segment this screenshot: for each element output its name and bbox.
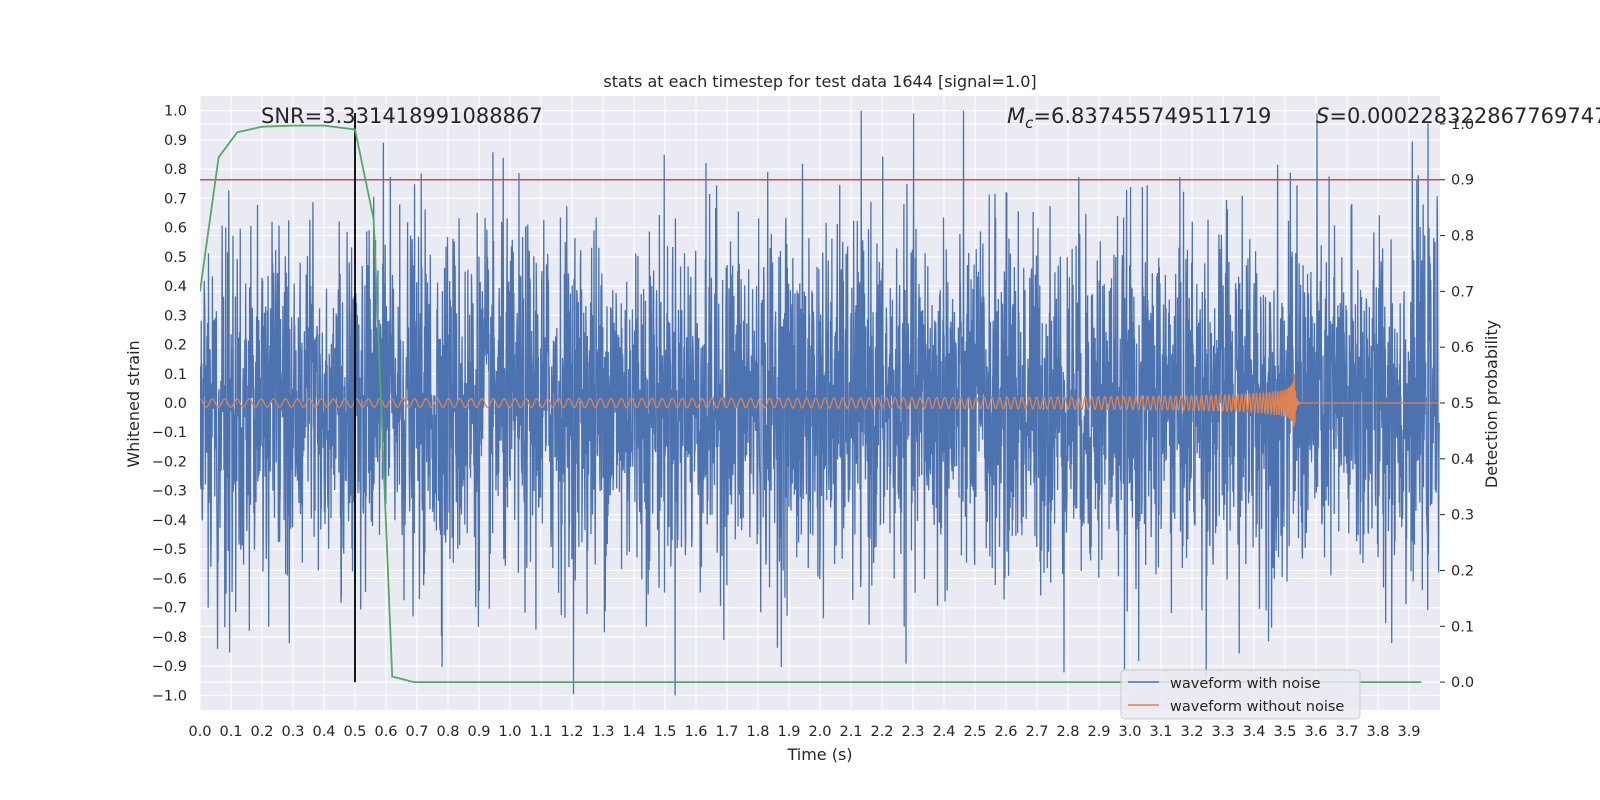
x-tick-labels: 0.0 0.1 0.2 0.3 0.4 0.5 0.6 0.7 0.8 0.9 1.0 1.1 1.2 1… — [188, 724, 1420, 740]
x-tick-label: 0.6 — [374, 724, 397, 740]
x-tick-label: 1.6 — [684, 724, 707, 740]
x-tick-label: 3.7 — [1335, 724, 1358, 740]
y-tick-label: 0.5 — [164, 250, 187, 266]
y-tick-label: −0.5 — [152, 542, 187, 558]
y-tick-label: 0.6 — [164, 221, 187, 237]
noisy-waveform-line — [200, 110, 1440, 696]
s-annotation: S=0.00022832286776974797 — [1316, 104, 1600, 128]
legend-label-clean: waveform without noise — [1170, 699, 1344, 715]
x-tick-label: 3.5 — [1273, 724, 1296, 740]
s-symbol: S — [1316, 104, 1329, 128]
snr-annotation: SNR=3.331418991088867 — [261, 104, 543, 128]
x-tick-label: 2.9 — [1087, 724, 1110, 740]
mc-symbol: M — [1007, 104, 1025, 128]
s-value: =0.00022832286776974797 — [1329, 104, 1600, 128]
x-tick-label: 2.0 — [808, 724, 831, 740]
x-tick-label: 0.8 — [436, 724, 459, 740]
mc-subscript: c — [1025, 114, 1034, 132]
y-tick-label: −1.0 — [152, 688, 187, 704]
x-tick-label: 2.1 — [839, 724, 862, 740]
x-tick-label: 0.7 — [405, 724, 428, 740]
x-tick-label: 1.9 — [777, 724, 800, 740]
y2-tick-label: 0.0 — [1451, 675, 1474, 691]
y-tick-label: −0.1 — [152, 425, 187, 441]
y-tick-label: 0.1 — [164, 367, 187, 383]
y2-axis-label: Detection probability — [1482, 320, 1501, 488]
y-tick-label: −0.7 — [152, 601, 187, 617]
x-tick-label: 2.3 — [901, 724, 924, 740]
x-tick-label: 1.0 — [498, 724, 521, 740]
x-tick-label: 2.7 — [1025, 724, 1048, 740]
x-tick-label: 0.3 — [281, 724, 304, 740]
x-tick-label: 0.0 — [188, 724, 211, 740]
x-tick-label: 2.4 — [932, 724, 955, 740]
y2-tick-label: 0.1 — [1451, 619, 1474, 635]
y-tick-label: −0.6 — [152, 571, 187, 587]
x-tick-label: 0.4 — [312, 724, 335, 740]
chirp-mass-annotation: Mc=6.837455749511719 — [1007, 104, 1271, 132]
x-tick-label: 1.5 — [653, 724, 676, 740]
y-tick-label: 0.9 — [164, 133, 187, 149]
x-tick-label: 2.2 — [870, 724, 893, 740]
plot-area — [200, 110, 1440, 696]
y2-tick-label: 0.6 — [1451, 340, 1474, 356]
y-tick-label: 0.0 — [164, 396, 187, 412]
x-tick-label: 1.7 — [715, 724, 738, 740]
y2-tick-labels: 1.0 0.9 0.8 0.7 0.6 0.5 0.4 0.3 0.2 0.1 0.0 — [1440, 117, 1474, 691]
y-tick-label: −0.8 — [152, 630, 187, 646]
x-tick-label: 3.1 — [1149, 724, 1172, 740]
y2-tick-label: 0.2 — [1451, 563, 1474, 579]
y2-tick-label: 0.8 — [1451, 229, 1474, 245]
x-tick-label: 3.6 — [1304, 724, 1327, 740]
x-tick-label: 3.2 — [1180, 724, 1203, 740]
y-tick-label: −0.3 — [152, 484, 187, 500]
x-tick-label: 0.1 — [219, 724, 242, 740]
y-tick-label: −0.2 — [152, 454, 187, 470]
y-tick-label: −0.4 — [152, 513, 187, 529]
x-axis-label: Time (s) — [786, 745, 852, 764]
x-tick-label: 1.8 — [746, 724, 769, 740]
x-tick-label: 1.3 — [591, 724, 614, 740]
mc-value: =6.837455749511719 — [1033, 104, 1271, 128]
x-tick-label: 0.5 — [343, 724, 366, 740]
y-tick-label: 0.3 — [164, 308, 187, 324]
x-tick-label: 3.3 — [1211, 724, 1234, 740]
x-tick-label: 2.8 — [1056, 724, 1079, 740]
legend-label-noisy: waveform with noise — [1170, 676, 1321, 692]
x-tick-label: 2.6 — [994, 724, 1017, 740]
x-tick-label: 0.2 — [250, 724, 273, 740]
y2-tick-label: 0.4 — [1451, 452, 1474, 468]
x-tick-label: 3.8 — [1366, 724, 1389, 740]
x-tick-label: 1.2 — [560, 724, 583, 740]
y2-tick-label: 0.3 — [1451, 508, 1474, 524]
y2-tick-label: 0.5 — [1451, 396, 1474, 412]
clean-waveform-line — [200, 373, 1440, 427]
y-tick-label: 0.8 — [164, 162, 187, 178]
y-tick-label: −0.9 — [152, 659, 187, 675]
legend-box — [1120, 669, 1361, 720]
y-tick-label: 1.0 — [164, 104, 187, 120]
chart-title: stats at each timestep for test data 164… — [603, 72, 1036, 91]
y-tick-label: 0.2 — [164, 338, 187, 354]
y-tick-label: 0.4 — [164, 279, 187, 295]
legend: waveform with noise waveform without noi… — [1120, 669, 1361, 720]
y2-tick-label: 0.9 — [1451, 173, 1474, 189]
y-tick-label: 0.7 — [164, 191, 187, 207]
y2-tick-label: 1.0 — [1451, 117, 1474, 133]
detection-probability-line — [200, 124, 1422, 683]
y-tick-labels: 1.0 0.9 0.8 0.7 0.6 0.5 0.4 0.3 0.2 0.1 0.0 −0.1 −0.… — [152, 104, 187, 705]
x-tick-label: 1.4 — [622, 724, 645, 740]
x-tick-label: 3.9 — [1397, 724, 1420, 740]
x-tick-label: 0.9 — [467, 724, 490, 740]
x-tick-label: 1.1 — [529, 724, 552, 740]
x-tick-label: 3.4 — [1242, 724, 1265, 740]
x-tick-label: 2.5 — [963, 724, 986, 740]
y-axis-label: Whitened strain — [124, 340, 143, 467]
x-tick-label: 3.0 — [1118, 724, 1141, 740]
y2-tick-label: 0.7 — [1451, 284, 1474, 300]
